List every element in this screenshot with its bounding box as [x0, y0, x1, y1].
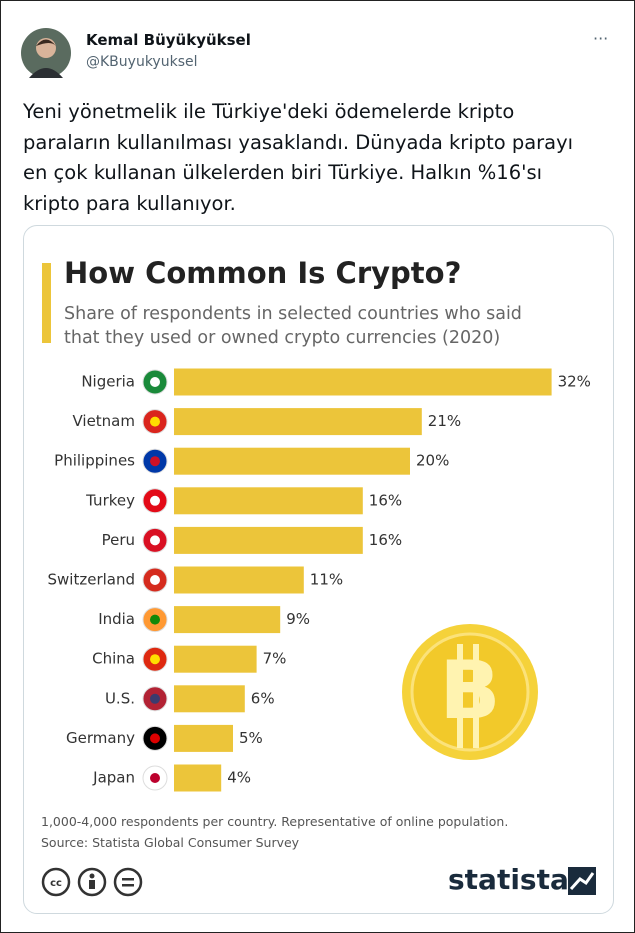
category-label: Vietnam — [72, 412, 135, 430]
author-handle[interactable]: @KBuyukyuksel — [86, 54, 198, 70]
chart-subtitle: Share of respondents in selected countri… — [64, 304, 522, 348]
bar — [174, 645, 257, 673]
bar — [174, 685, 245, 713]
category-label: Japan — [92, 769, 135, 787]
category-label: Germany — [66, 729, 135, 747]
category-label: Switzerland — [48, 571, 136, 589]
image-card[interactable]: How Common Is Crypto? Share of responden… — [23, 225, 614, 914]
flag-emblem — [150, 575, 160, 585]
bar — [174, 447, 410, 475]
value-label: 16% — [369, 491, 402, 509]
svg-text:B: B — [440, 644, 501, 737]
value-label: 4% — [227, 769, 251, 787]
flag-emblem — [150, 733, 160, 744]
category-label: U.S. — [105, 689, 135, 707]
license-icons: cc — [41, 867, 143, 897]
value-label: 7% — [263, 650, 287, 668]
flag-emblem — [150, 654, 160, 665]
value-label: 6% — [251, 689, 275, 707]
category-label: India — [98, 610, 135, 628]
chart-notes: 1,000-4,000 respondents per country. Rep… — [41, 811, 508, 853]
brand-mark — [568, 867, 596, 895]
category-label: Philippines — [54, 452, 135, 470]
category-label: Nigeria — [81, 373, 135, 391]
category-label: Turkey — [85, 491, 135, 509]
tweet-text: Yeni yönetmelik ile Türkiye'deki ödemele… — [23, 97, 573, 219]
value-label: 32% — [558, 373, 591, 391]
category-label: China — [92, 650, 135, 668]
value-label: 11% — [310, 571, 343, 589]
chart: B Nigeria 32% Vietnam 21% Philippines 20% Turk… — [48, 368, 591, 792]
bar — [174, 408, 422, 436]
title-accent — [42, 263, 51, 343]
value-label: 16% — [369, 531, 402, 549]
bar — [174, 526, 363, 554]
flag-emblem — [150, 416, 160, 427]
flag-emblem — [150, 614, 160, 625]
flag-emblem — [150, 535, 160, 546]
avatar[interactable] — [21, 28, 71, 78]
category-label: Peru — [102, 531, 135, 549]
tweet-line: Yeni yönetmelik ile Türkiye'deki ödemele… — [23, 100, 515, 123]
flag-emblem — [150, 693, 160, 704]
bar — [174, 606, 281, 634]
more-menu[interactable]: ··· — [593, 29, 609, 48]
bar — [174, 566, 304, 594]
author-name[interactable]: Kemal Büyükyüksel — [86, 31, 251, 49]
chart-title: How Common Is Crypto? — [64, 256, 462, 290]
flag-emblem — [150, 495, 160, 506]
tweet-line: kripto para kullanıyor. — [23, 191, 236, 215]
flag-emblem — [150, 377, 160, 387]
note-line: 1,000-4,000 respondents per country. Rep… — [41, 814, 509, 829]
bar — [174, 368, 552, 396]
flag-emblem — [150, 773, 160, 783]
bar — [174, 724, 233, 752]
flag-emblem — [150, 456, 160, 467]
value-label: 20% — [416, 452, 449, 470]
brand-logo: statista — [448, 863, 569, 896]
note-line: Source: Statista Global Consumer Survey — [41, 835, 300, 850]
value-label: 9% — [286, 610, 310, 628]
svg-text:cc: cc — [50, 878, 62, 889]
tweet-line: paraların kullanılması yasaklandı. Dünya… — [23, 130, 574, 154]
bitcoin-coin: B — [402, 624, 538, 760]
bar — [174, 764, 222, 792]
tweet-line: en çok kullanan ülkelerden biri Türkiye.… — [23, 161, 543, 184]
bar — [174, 487, 363, 515]
value-label: 21% — [428, 412, 461, 430]
value-label: 5% — [239, 729, 263, 747]
